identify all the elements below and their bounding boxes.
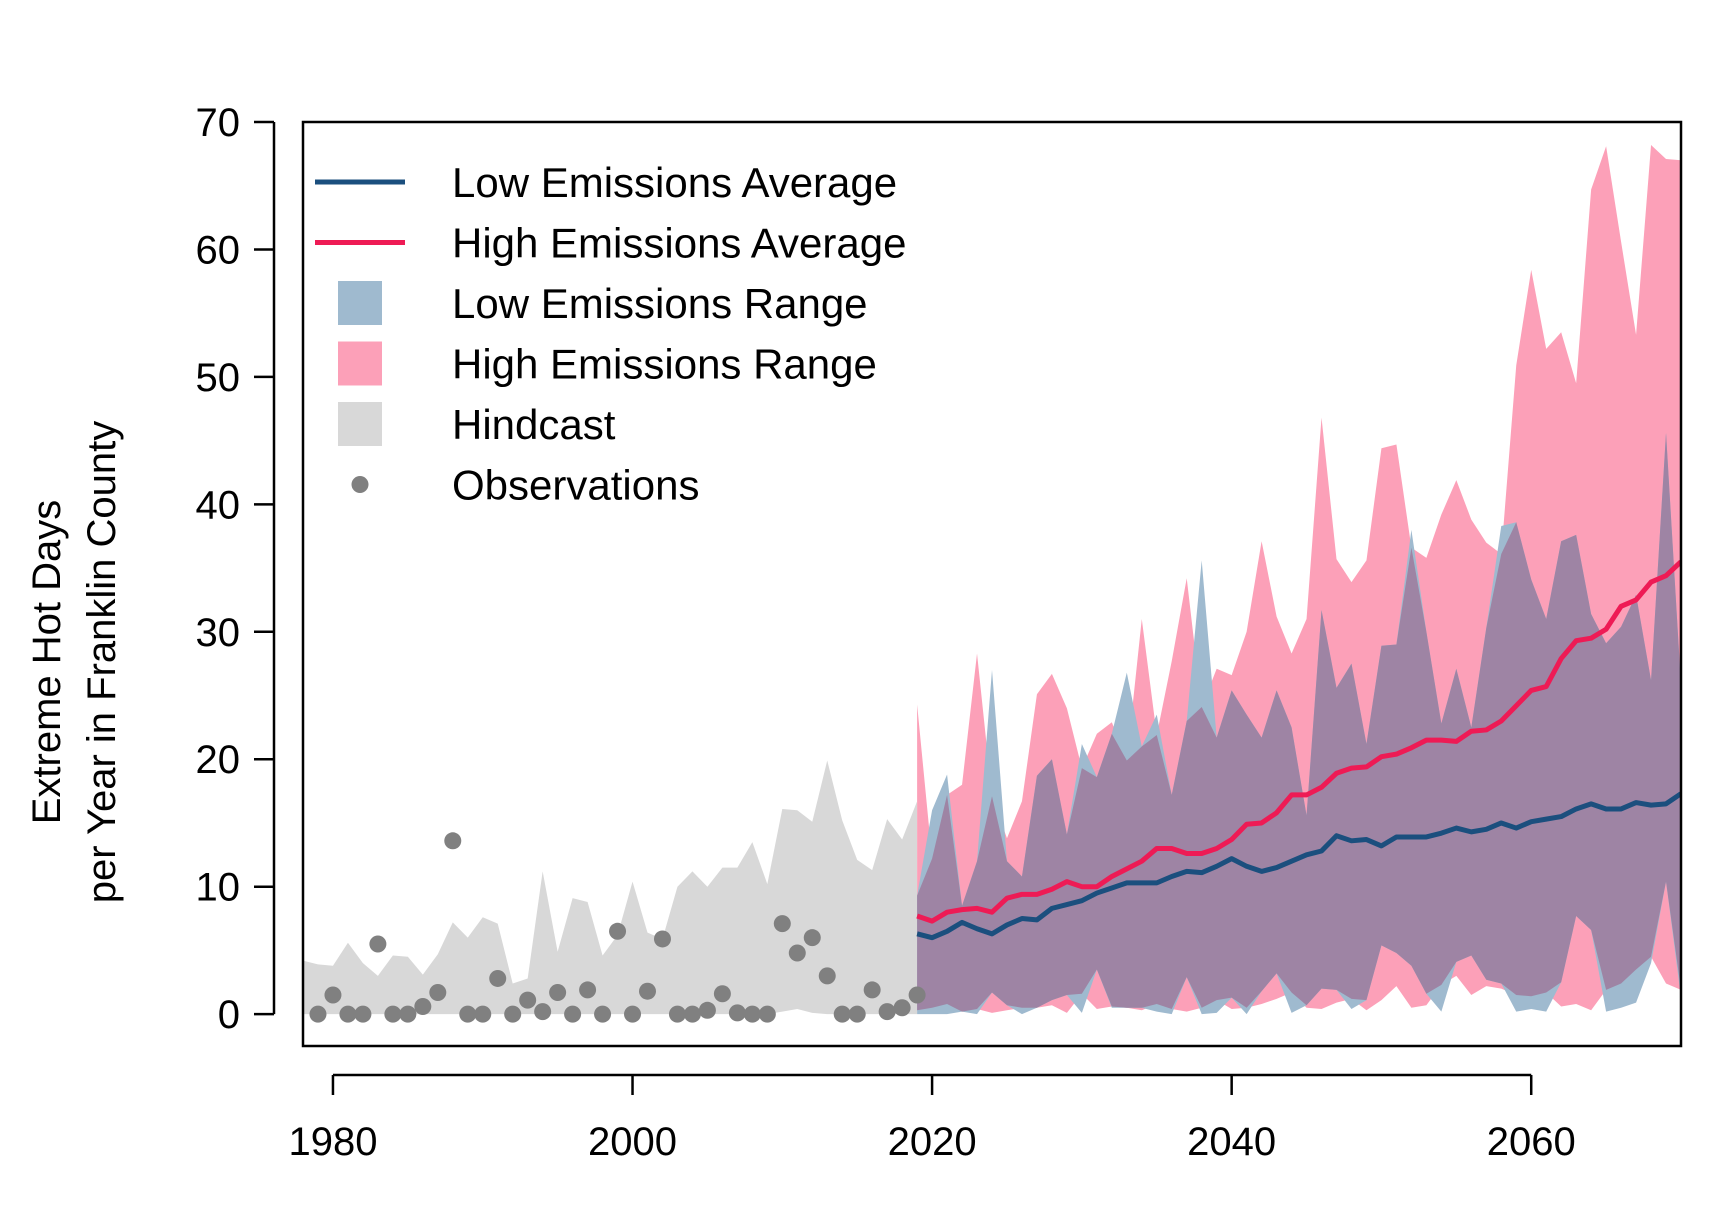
legend-item: Observations xyxy=(351,462,699,509)
observation-point xyxy=(833,1005,851,1023)
observation-point xyxy=(459,1005,477,1023)
observation-point xyxy=(609,922,627,940)
legend-item: High Emissions Average xyxy=(315,220,906,267)
observation-point xyxy=(564,1005,582,1023)
legend-item: Low Emissions Average xyxy=(315,159,897,206)
legend-label: Low Emissions Average xyxy=(452,159,897,206)
legend-item: Hindcast xyxy=(338,401,616,448)
observation-point xyxy=(579,981,597,999)
observation-point xyxy=(324,986,342,1004)
range-overlap-band xyxy=(917,432,1681,1012)
y-tick-label: 40 xyxy=(196,483,241,527)
legend-label: Hindcast xyxy=(452,401,616,448)
observation-point xyxy=(534,1003,552,1021)
observation-point xyxy=(354,1005,372,1023)
observation-point xyxy=(489,969,507,987)
legend-label: Observations xyxy=(452,462,699,509)
legend-item: High Emissions Range xyxy=(338,341,877,388)
legend-point-swatch xyxy=(351,476,369,493)
observation-point xyxy=(713,985,731,1003)
y-tick-label: 10 xyxy=(196,866,241,910)
observation-point xyxy=(519,991,537,1009)
observation-point xyxy=(803,929,821,947)
observation-point xyxy=(683,1005,701,1023)
observation-point xyxy=(728,1004,746,1022)
observation-point xyxy=(773,915,791,933)
legend-box-swatch xyxy=(338,402,382,446)
observation-point xyxy=(668,1005,686,1023)
observation-point xyxy=(818,967,836,985)
observation-point xyxy=(444,832,462,850)
legend: Low Emissions Average High Emissions Aver… xyxy=(315,159,906,509)
low-emissions-average-line xyxy=(916,791,1681,941)
y-axis-label-group: Extreme Hot Days per Year in Franklin Co… xyxy=(25,421,124,904)
y-tick-label: 50 xyxy=(196,356,241,400)
plot-content xyxy=(303,144,1681,1023)
legend-box-swatch xyxy=(338,281,382,325)
legend-label: High Emissions Average xyxy=(452,220,906,267)
observation-point xyxy=(878,1003,896,1021)
observation-point xyxy=(504,1005,522,1023)
y-tick-label: 0 xyxy=(218,993,240,1037)
observation-point xyxy=(863,981,881,999)
observation-point xyxy=(474,1005,492,1023)
legend-box-swatch xyxy=(338,341,382,386)
observation-point xyxy=(309,1005,327,1023)
y-axis-label-line-1-text: Extreme Hot Days xyxy=(25,500,69,825)
observation-point xyxy=(594,1005,612,1023)
observation-point xyxy=(848,1005,866,1023)
legend-label: High Emissions Range xyxy=(452,341,877,388)
observation-point xyxy=(414,997,432,1015)
observation-point xyxy=(788,944,806,962)
x-tick-label: 2060 xyxy=(1487,1120,1576,1164)
y-axis-label-line-2-text: per Year in Franklin County xyxy=(80,421,124,904)
y-tick-label: 60 xyxy=(196,228,241,272)
observation-point xyxy=(758,1005,776,1023)
observation-point xyxy=(639,982,656,1000)
observation-point xyxy=(698,1001,716,1019)
y-tick-label: 70 xyxy=(196,101,241,145)
observation-point xyxy=(339,1005,357,1023)
x-tick-label: 2020 xyxy=(888,1120,977,1164)
observation-point xyxy=(384,1005,402,1023)
hindcast-band xyxy=(303,760,918,1015)
observation-point xyxy=(908,986,926,1004)
y-tick-label: 20 xyxy=(196,738,241,782)
high-emissions-average-line xyxy=(916,559,1681,924)
observation-point xyxy=(369,935,387,953)
x-tick-label: 2000 xyxy=(588,1120,677,1164)
y-axis: 0 10 20 30 40 50 60 70 xyxy=(196,101,276,1037)
plot-frame xyxy=(301,120,1683,1048)
observation-point xyxy=(653,930,671,948)
x-tick-label: 1980 xyxy=(288,1120,377,1164)
plot-area xyxy=(303,144,1681,1023)
observation-point xyxy=(549,983,567,1001)
observation-point xyxy=(429,983,447,1001)
legend-label: Low Emissions Range xyxy=(452,280,868,327)
observation-point xyxy=(893,999,911,1017)
y-tick-label: 30 xyxy=(196,611,241,655)
observation-point xyxy=(399,1005,417,1023)
legend-item: Low Emissions Range xyxy=(338,280,868,327)
observation-point xyxy=(743,1005,761,1023)
x-axis: 1980 2000 2020 2040 2060 xyxy=(288,1073,1576,1164)
x-tick-label: 2040 xyxy=(1187,1120,1276,1164)
observation-point xyxy=(624,1005,642,1023)
